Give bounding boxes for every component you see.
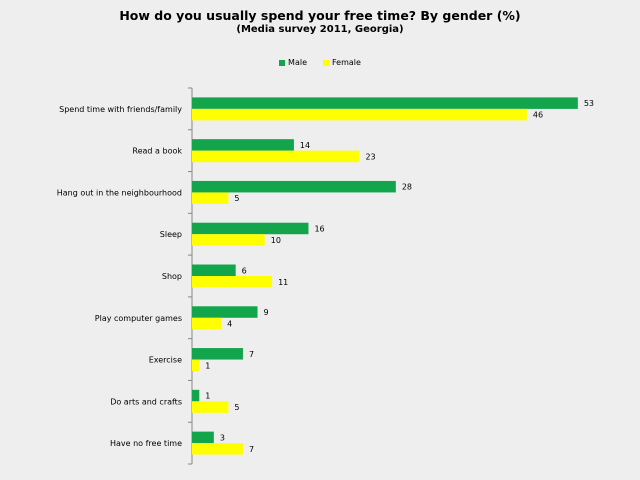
data-label: 5 [234,403,239,412]
bar-female [192,192,229,204]
bar-female [192,317,222,330]
bar-male [192,139,294,151]
bar-female [192,108,527,121]
bar-male [192,97,578,109]
data-label: 1 [205,361,210,370]
bar-male [192,264,236,276]
bar-female [192,234,265,246]
data-label: 53 [584,99,594,108]
legend-label-male: Male [288,58,307,67]
category-label: Read a book [132,147,182,156]
data-label: 7 [249,445,254,454]
data-label: 1 [205,392,210,401]
bar-female [192,443,243,455]
data-label: 11 [278,278,288,287]
category-label: Play computer games [95,314,182,323]
bar-female [192,150,360,163]
bar-male [192,389,200,402]
legend-item-male: Male [279,58,307,67]
category-label: Shop [162,272,182,281]
category-label: Exercise [149,356,182,365]
legend-swatch-male [279,59,286,66]
data-label: 6 [242,266,247,275]
legend-swatch-female [323,59,329,66]
data-label: 9 [264,308,269,317]
category-label: Sleep [160,230,182,239]
legend: Male Female [0,58,640,67]
category-label: Have no free time [110,439,182,448]
bar-male [192,348,243,360]
category-label: Hang out in the neighbourhood [57,188,182,197]
chart-subtitle: (Media survey 2011, Georgia) [236,24,404,35]
data-label: 4 [227,320,232,329]
category-label: Do arts and crafts [110,397,182,406]
bar-female [192,401,229,413]
bar-female [192,359,200,372]
category-label: Spend time with friends/family [59,105,182,114]
bar-male [192,180,396,193]
data-label: 23 [365,152,375,161]
data-label: 3 [220,433,225,442]
chart-title: How do you usually spend your free time?… [119,8,521,23]
bar-female [192,276,273,288]
data-label: 28 [402,183,412,192]
bar-male [192,431,214,444]
data-label: 46 [533,111,543,120]
legend-label-female: Female [332,58,361,67]
data-label: 14 [300,141,310,150]
bar-male [192,306,258,318]
data-label: 7 [249,350,254,359]
data-label: 10 [271,236,281,245]
legend-item-female: Female [323,58,361,67]
data-label: 5 [234,194,239,203]
bar-male [192,222,309,235]
data-label: 16 [314,224,324,233]
